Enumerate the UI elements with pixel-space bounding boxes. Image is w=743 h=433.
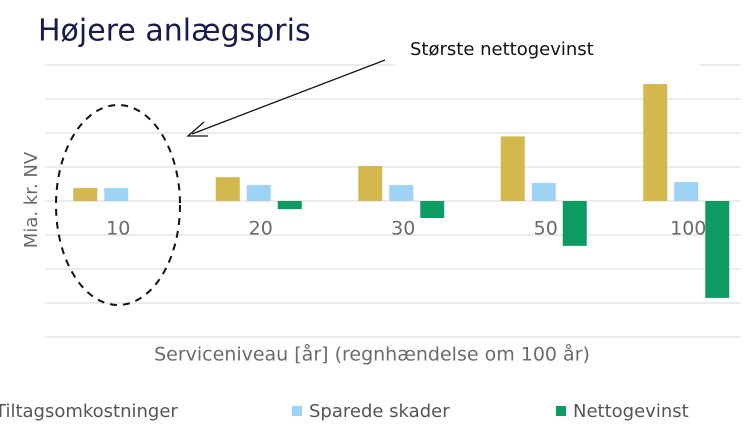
bar [643, 84, 668, 201]
x-tick-label: 10 [106, 218, 130, 240]
bar [562, 201, 587, 246]
legend-label: Sparede skader [309, 401, 450, 422]
title-bg [30, 8, 385, 58]
y-axis-label: Mia. kr. NV [21, 151, 42, 248]
highlight-ellipse [55, 104, 181, 306]
chart-title: Højere anlægspris [38, 14, 311, 49]
bar [420, 201, 445, 218]
x-tick-label: 20 [249, 218, 273, 240]
bar [277, 201, 302, 210]
legend-label: Tiltagsomkostninger [0, 401, 178, 422]
x-tick-label: 30 [391, 218, 415, 240]
bar [500, 136, 525, 201]
bar [215, 177, 240, 201]
legend-marker [292, 406, 302, 416]
annotation-arrow [191, 59, 386, 135]
legend-label: Nettogevinst [573, 401, 689, 422]
bar [674, 181, 699, 201]
legend: Tiltagsomkostninger Sparede skader Nettoge… [0, 401, 689, 422]
bar [358, 165, 383, 201]
bars: 10 20 30 50 100 [73, 84, 730, 298]
annotation-bg [395, 30, 700, 75]
bar [705, 201, 730, 298]
bar [531, 182, 556, 201]
bar [246, 185, 271, 201]
bar [73, 188, 98, 201]
annotation: Største nettogevinst [410, 39, 594, 60]
x-axis-label: Serviceniveau [år] (regnhændelse om 100 … [154, 343, 590, 366]
bar [104, 188, 129, 201]
bar [389, 185, 414, 201]
x-tick-label: 50 [534, 218, 558, 240]
legend-marker [556, 406, 566, 416]
arrow-head [186, 121, 208, 137]
x-tick-label: 100 [670, 218, 706, 240]
